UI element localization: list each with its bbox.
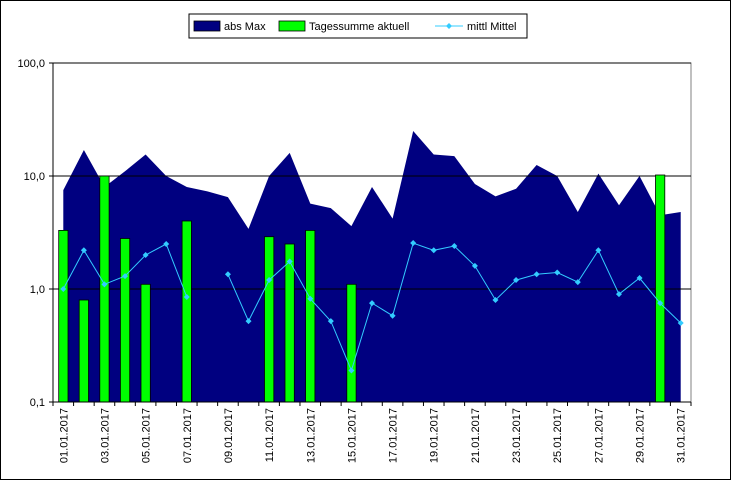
x-tick-label-5: 11.01.2017	[264, 408, 276, 462]
point-day-17	[389, 312, 396, 319]
point-day-22	[492, 296, 499, 303]
bar-day-7	[181, 220, 192, 403]
bar-day-15	[346, 283, 357, 403]
x-tick-label-3: 07.01.2017	[182, 408, 194, 463]
point-day-6	[163, 241, 170, 248]
point-day-21	[471, 262, 478, 269]
point-day-16	[369, 300, 375, 307]
point-day-29	[636, 275, 643, 282]
point-day-3	[101, 281, 108, 288]
x-tick-label-12: 25.01.2017	[552, 408, 564, 463]
x-tick-label-0: 01.01.2017	[58, 408, 70, 463]
x-tick-label-4: 09.01.2017	[223, 408, 235, 463]
point-day-13	[307, 295, 314, 302]
x-tick-label-13: 27.01.2017	[593, 408, 605, 463]
point-day-7	[183, 293, 190, 300]
x-tick-label-8: 17.01.2017	[388, 408, 400, 463]
point-day-30	[657, 300, 664, 307]
x-tick-label-6: 13.01.2017	[305, 408, 317, 463]
x-tick-label-15: 31.01.2017	[676, 408, 688, 463]
point-day-15	[348, 367, 355, 374]
legend-swatch-abs-max	[193, 20, 221, 32]
x-tick-label-10: 21.01.2017	[470, 408, 482, 463]
y-tick-label-3: 100,0	[17, 58, 45, 70]
point-day-12	[286, 258, 293, 265]
point-day-25	[554, 269, 561, 276]
point-day-24	[533, 271, 540, 278]
legend-label-2: mittl Mittel	[467, 21, 517, 33]
x-tick-label-7: 15.01.2017	[346, 408, 358, 463]
point-day-20	[451, 243, 458, 250]
point-day-9	[224, 271, 231, 278]
point-day-10	[245, 318, 252, 325]
bar-day-1	[58, 229, 69, 403]
bar-day-3	[99, 175, 110, 403]
point-day-27	[595, 247, 602, 254]
bar-day-11	[264, 236, 275, 403]
point-day-19	[430, 247, 437, 254]
bar-day-13	[305, 229, 316, 403]
bar-day-4	[120, 238, 131, 403]
legend-box	[188, 13, 528, 39]
y-tick-label-1: 1,0	[30, 284, 45, 296]
point-day-11	[266, 277, 273, 284]
point-day-23	[513, 277, 520, 284]
series-area-abs-max	[63, 131, 681, 402]
point-day-4	[122, 273, 129, 280]
x-tick-label-9: 19.01.2017	[429, 408, 441, 463]
x-tick-label-2: 05.01.2017	[141, 408, 153, 463]
point-day-18	[410, 240, 417, 247]
point-day-5	[142, 251, 149, 258]
point-day-26	[574, 279, 581, 286]
point-day-28	[615, 291, 622, 298]
legend-swatch-mittl-mittel-marker	[446, 23, 452, 29]
point-day-31	[677, 320, 684, 327]
point-day-1	[60, 286, 67, 292]
y-tick-label-0: 0,1	[30, 397, 45, 409]
x-tick-label-11: 23.01.2017	[511, 408, 523, 463]
legend-label-1: Tagessumme aktuell	[309, 21, 409, 33]
x-tick-label-1: 03.01.2017	[100, 408, 112, 463]
bar-day-2	[78, 299, 89, 403]
bar-day-5	[140, 283, 151, 403]
x-tick-label-14: 29.01.2017	[635, 408, 647, 463]
point-day-14	[327, 318, 334, 325]
legend-swatch-tagessumme	[278, 20, 306, 32]
y-tick-label-2: 10,0	[24, 171, 45, 183]
bar-day-30	[655, 174, 666, 403]
legend-label-0: abs Max	[224, 21, 266, 33]
point-day-2	[80, 247, 87, 254]
